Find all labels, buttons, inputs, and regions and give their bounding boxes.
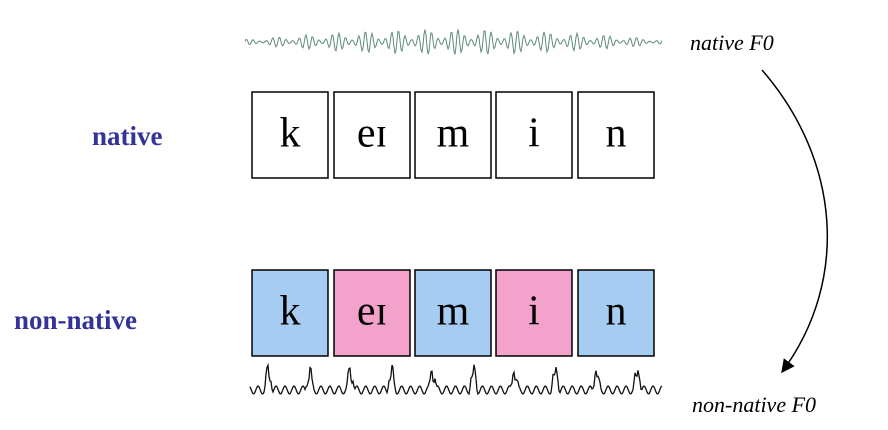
segment: i: [528, 289, 540, 335]
segment: i: [528, 111, 540, 157]
segment: k: [280, 289, 301, 335]
native-f0-label: native F0: [690, 30, 774, 55]
segment-box: [495, 269, 573, 357]
segment: m: [437, 289, 470, 335]
segment: eɪ: [357, 111, 387, 157]
segment-box: [251, 269, 329, 357]
segment: m: [437, 111, 470, 157]
segment: n: [606, 289, 627, 335]
segment-box: [414, 91, 492, 179]
segment: n: [606, 111, 627, 157]
segment-box: [251, 91, 329, 179]
segment-box: [495, 91, 573, 179]
native-waveform: [244, 29, 663, 56]
segment-box: [577, 269, 655, 357]
non-native-f0-label: non-native F0: [692, 392, 816, 417]
native-segments: k eɪ m i n: [251, 91, 655, 179]
non-native-segments: k eɪ m i n: [251, 269, 655, 357]
row-label: native: [92, 121, 163, 151]
row-label: non-native: [14, 305, 137, 335]
non-native-waveform: [249, 362, 663, 396]
segment-box: [577, 91, 655, 179]
segment-box: [333, 91, 411, 179]
segment-box: [333, 269, 411, 357]
segment: k: [280, 111, 301, 157]
segment: eɪ: [357, 289, 387, 335]
arrow: [761, 69, 828, 374]
segment-box: [414, 269, 492, 357]
